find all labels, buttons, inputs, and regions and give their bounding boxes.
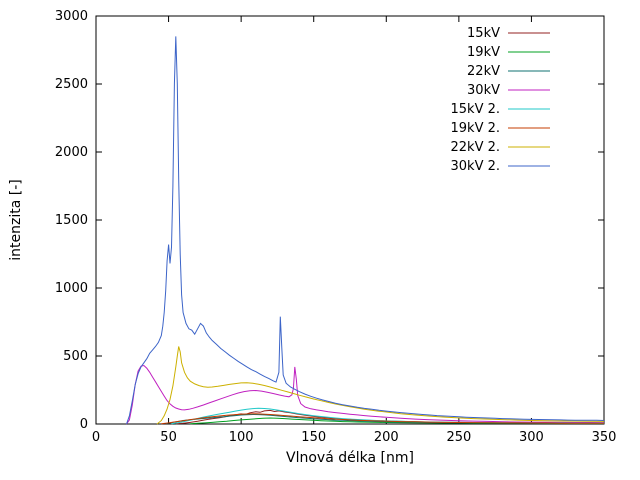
series-line-30kv [126,364,605,425]
legend-label: 30kV [467,83,500,98]
x-tick-label: 350 [592,430,617,445]
y-tick-label: 1500 [55,213,88,228]
y-tick-label: 1000 [55,281,88,296]
legend-label: 30kV 2. [451,159,501,174]
series-line-19kv-2- [161,413,605,425]
y-tick-label: 2500 [55,77,88,92]
legend-label: 15kV 2. [451,102,501,117]
legend-label: 22kV 2. [451,140,501,155]
series-lines [126,36,605,425]
x-tick-label: 0 [92,430,100,445]
x-tick-label: 250 [446,430,471,445]
x-tick-label: 50 [160,430,177,445]
legend-label: 15kV [467,26,500,41]
x-tick-label: 150 [301,430,326,445]
x-tick-label: 300 [519,430,544,445]
axis-ticks: 0 50 100 150 200 250 300 350 0 500 1000 1500 2000 250… [55,9,617,445]
legend: 15kV 19kV 22kV 30kV 15kV 2. 19kV 2. 22kV 2. 30k… [451,26,550,174]
y-tick-label: 3000 [55,9,88,24]
y-axis-label: intenzita [-] [8,179,24,260]
y-tick-label: 0 [80,417,88,432]
y-tick-label: 2000 [55,145,88,160]
series-line-30kv-2- [126,36,605,425]
x-tick-label: 100 [229,430,254,445]
legend-label: 19kV [467,45,500,60]
series-line-22kv-2- [156,346,605,425]
y-tick-label: 500 [63,349,88,364]
x-tick-label: 200 [374,430,399,445]
x-axis-label: Vlnová délka [nm] [286,450,414,466]
legend-label: 19kV 2. [451,121,501,136]
legend-label: 22kV [467,64,500,79]
